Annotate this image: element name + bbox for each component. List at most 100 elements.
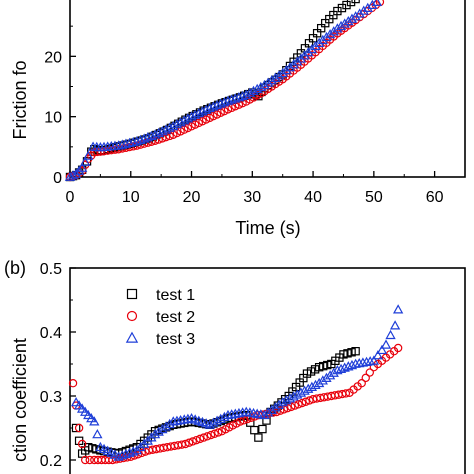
panel-b-label: (b) — [4, 258, 26, 278]
data-point — [277, 397, 288, 407]
data-point — [277, 67, 288, 78]
data-point — [317, 375, 328, 385]
data-point — [343, 15, 354, 26]
x-tick-label: 10 — [122, 189, 140, 206]
data-point — [160, 421, 172, 431]
data-point — [368, 355, 380, 365]
data-point — [270, 72, 281, 82]
panel-a-x-label: Time (s) — [235, 218, 300, 238]
data-point — [190, 109, 201, 119]
data-point — [164, 122, 175, 132]
data-point — [210, 429, 219, 438]
data-point — [358, 5, 369, 15]
data-point — [341, 389, 351, 398]
panel-a-marks — [64, 0, 385, 182]
data-point — [237, 90, 248, 101]
data-point — [321, 372, 332, 382]
data-point — [357, 357, 369, 367]
data-point — [153, 426, 164, 436]
data-point — [135, 134, 146, 144]
data-point — [222, 95, 234, 105]
data-point — [281, 64, 292, 75]
data-point — [157, 126, 168, 136]
data-point — [171, 119, 183, 129]
data-point — [252, 83, 263, 94]
data-point — [350, 11, 361, 21]
legend-background — [112, 280, 222, 352]
series-2 — [68, 343, 403, 465]
y-tick-label: 0 — [53, 170, 62, 187]
panel-b-plot-frame — [69, 267, 466, 474]
y-tick-label: 0.4 — [40, 325, 62, 342]
data-point — [171, 415, 183, 425]
data-point — [332, 23, 343, 33]
data-point — [204, 102, 215, 113]
data-point — [371, 0, 383, 6]
data-point — [124, 137, 135, 148]
data-point — [343, 361, 354, 371]
data-point — [241, 89, 252, 99]
data-point — [346, 359, 358, 370]
x-tick-label: 40 — [304, 189, 322, 206]
data-point — [287, 402, 296, 412]
data-point — [199, 433, 208, 442]
data-point — [113, 140, 124, 150]
series-3 — [70, 304, 404, 461]
data-point — [313, 377, 325, 388]
panel-a-y-label: Friction fo — [10, 60, 30, 139]
data-point — [149, 129, 161, 139]
panel-b-y-label: ction coefficient — [10, 338, 30, 462]
data-point — [266, 404, 277, 414]
data-point — [73, 165, 85, 175]
data-point — [197, 106, 208, 116]
data-point — [389, 320, 401, 330]
data-point — [284, 62, 296, 72]
data-point — [365, 356, 376, 366]
data-point — [184, 438, 194, 447]
data-point — [254, 433, 263, 442]
data-point — [362, 2, 373, 12]
data-point — [157, 423, 168, 434]
panel-b-axes: 0.2 0.3 0.4 0.5 — [40, 261, 76, 470]
panel-b-legend: test 1 test 2 test 3 — [112, 280, 222, 352]
data-point — [195, 434, 205, 444]
data-point — [90, 148, 99, 157]
legend-label: test 2 — [156, 309, 195, 326]
data-point — [335, 363, 347, 374]
data-point — [77, 439, 87, 449]
data-point — [324, 28, 336, 39]
data-point — [80, 156, 91, 166]
data-point — [193, 107, 204, 118]
data-point — [321, 31, 332, 42]
data-point — [270, 402, 281, 412]
legend-marker — [126, 310, 138, 322]
data-point — [258, 424, 267, 434]
data-point — [206, 430, 216, 440]
data-point — [351, 347, 360, 356]
x-tick-label: 20 — [183, 189, 201, 206]
data-point — [262, 77, 274, 87]
data-point — [361, 373, 370, 383]
data-point — [335, 20, 347, 31]
data-point — [357, 379, 366, 388]
data-point — [354, 357, 365, 368]
data-point — [372, 350, 384, 360]
data-point — [74, 423, 84, 433]
data-point — [92, 429, 103, 439]
data-point — [306, 381, 318, 391]
data-point — [80, 455, 90, 465]
data-point — [164, 418, 175, 429]
data-point — [262, 407, 274, 417]
data-point — [222, 409, 234, 420]
data-point — [288, 59, 299, 69]
data-point — [259, 409, 270, 420]
data-point — [361, 356, 372, 366]
data-point — [313, 37, 325, 47]
legend-marker — [125, 331, 139, 343]
data-point — [233, 91, 245, 102]
data-point — [281, 395, 292, 405]
data-point — [380, 339, 392, 349]
data-point — [120, 138, 132, 148]
data-point — [235, 417, 245, 426]
